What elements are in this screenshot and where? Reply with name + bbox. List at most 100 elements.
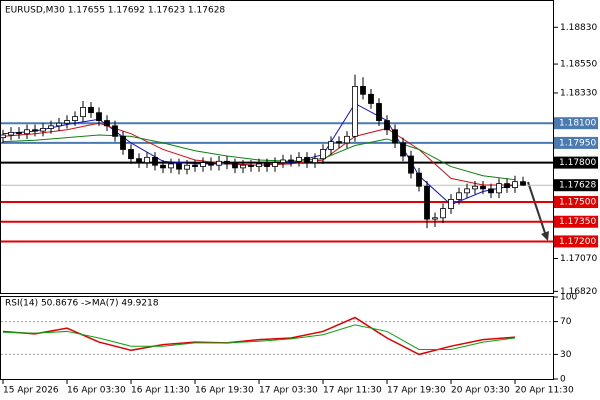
candle-body — [0, 134, 6, 139]
level-label-box — [554, 136, 598, 149]
candle-body — [288, 159, 294, 162]
candle-body — [336, 141, 342, 144]
candle-body — [208, 162, 214, 166]
candle-body — [160, 164, 166, 169]
candle-body — [472, 185, 478, 190]
candle-body — [64, 120, 70, 124]
candle-body — [240, 164, 246, 169]
current-price-label: 1.17628 — [559, 181, 596, 191]
candle-body — [248, 164, 254, 167]
candle-body — [424, 185, 430, 220]
level-label: 1.17950 — [559, 138, 596, 148]
candle-body — [408, 155, 414, 174]
candle-body — [320, 149, 326, 160]
level-label-box — [554, 117, 598, 130]
y-tick-label: 1.17070 — [560, 254, 597, 264]
candle-body — [392, 129, 398, 144]
x-tick-label: 20 Apr 03:30 — [451, 386, 510, 396]
candle-body — [512, 181, 518, 188]
rsi-line — [2, 316, 516, 356]
candle-body — [496, 183, 502, 194]
candle-body — [56, 122, 62, 127]
candle-body — [8, 131, 14, 136]
candle-body — [32, 129, 38, 132]
moving-average — [2, 122, 515, 186]
y-tick-label: 1.16820 — [560, 287, 597, 297]
level-label-box — [554, 156, 598, 169]
candle-body — [296, 156, 302, 162]
candle-body — [104, 120, 110, 127]
chart-title: EURUSD,M30 1.17655 1.17692 1.17623 1.176… — [5, 6, 225, 16]
candle-body — [216, 160, 222, 166]
candle-body — [480, 185, 486, 190]
candle-body — [136, 158, 142, 164]
candle-body — [368, 93, 374, 104]
y-tick-label: 1.18330 — [560, 88, 597, 98]
x-tick-label: 16 Apr 11:30 — [131, 386, 190, 396]
candle-body — [376, 103, 382, 121]
x-tick-label: 17 Apr 19:30 — [387, 386, 446, 396]
candle-body — [488, 188, 494, 194]
candle-body — [328, 141, 334, 150]
candle-body — [456, 192, 462, 200]
candle-body — [152, 156, 158, 166]
candle-body — [224, 160, 230, 165]
candle-body — [520, 181, 526, 186]
rsi-panel — [0, 296, 554, 380]
rsi-line — [2, 324, 516, 350]
candle-body — [448, 198, 454, 209]
level-label-box — [554, 196, 598, 209]
candle-body — [40, 128, 46, 132]
candle-body — [256, 163, 262, 167]
candle-body — [176, 163, 182, 170]
candle-body — [344, 135, 350, 144]
candle-body — [88, 107, 94, 114]
candle-body — [400, 142, 406, 157]
moving-average — [2, 134, 516, 181]
y-tick-label: 1.18550 — [560, 60, 597, 70]
candle-body — [312, 158, 318, 164]
level-label: 1.17800 — [559, 158, 596, 168]
level-label: 1.17200 — [559, 237, 596, 247]
candle-body — [192, 164, 198, 167]
arrow — [527, 181, 547, 237]
candle-body — [504, 183, 510, 188]
y-tick-label: 100 — [560, 293, 577, 303]
candle-body — [96, 112, 102, 121]
y-tick-label: 30 — [560, 350, 572, 360]
level-label: 1.17500 — [559, 198, 596, 208]
candle-body — [200, 162, 206, 167]
x-tick-label: 17 Apr 11:30 — [323, 386, 382, 396]
candle-body — [304, 156, 310, 164]
x-tick-label: 16 Apr 19:30 — [195, 386, 254, 396]
x-tick-label: 20 Apr 11:30 — [515, 386, 574, 396]
x-tick-label: 16 Apr 03:30 — [67, 386, 126, 396]
candle-body — [128, 149, 134, 160]
candle-body — [16, 131, 22, 135]
candle-body — [24, 129, 30, 135]
rsi-title: RSI(14) 50.8676 ->MA(7) 49.9218 — [5, 299, 159, 309]
x-tick-label: 15 Apr 2026 — [3, 386, 59, 396]
candle-body — [416, 172, 422, 187]
candle-body — [280, 159, 286, 164]
y-tick-label: 70 — [560, 317, 572, 327]
x-tick-label: 17 Apr 03:30 — [259, 386, 318, 396]
level-label-box — [554, 235, 598, 248]
candle-body — [112, 125, 118, 137]
level-label: 1.18100 — [559, 119, 596, 129]
candle-body — [272, 162, 278, 167]
candle-body — [184, 164, 190, 170]
y-tick-label: 1.18830 — [560, 23, 597, 33]
candle-body — [360, 86, 366, 95]
candle-body — [120, 135, 126, 150]
price-panel — [0, 0, 554, 294]
arrow-head — [541, 231, 549, 241]
candle-body — [464, 188, 470, 194]
moving-average — [2, 102, 516, 206]
candle-body — [432, 217, 438, 220]
level-label-box — [554, 215, 598, 228]
candle-body — [440, 208, 446, 219]
candle-body — [232, 163, 238, 169]
candle-body — [352, 86, 358, 137]
